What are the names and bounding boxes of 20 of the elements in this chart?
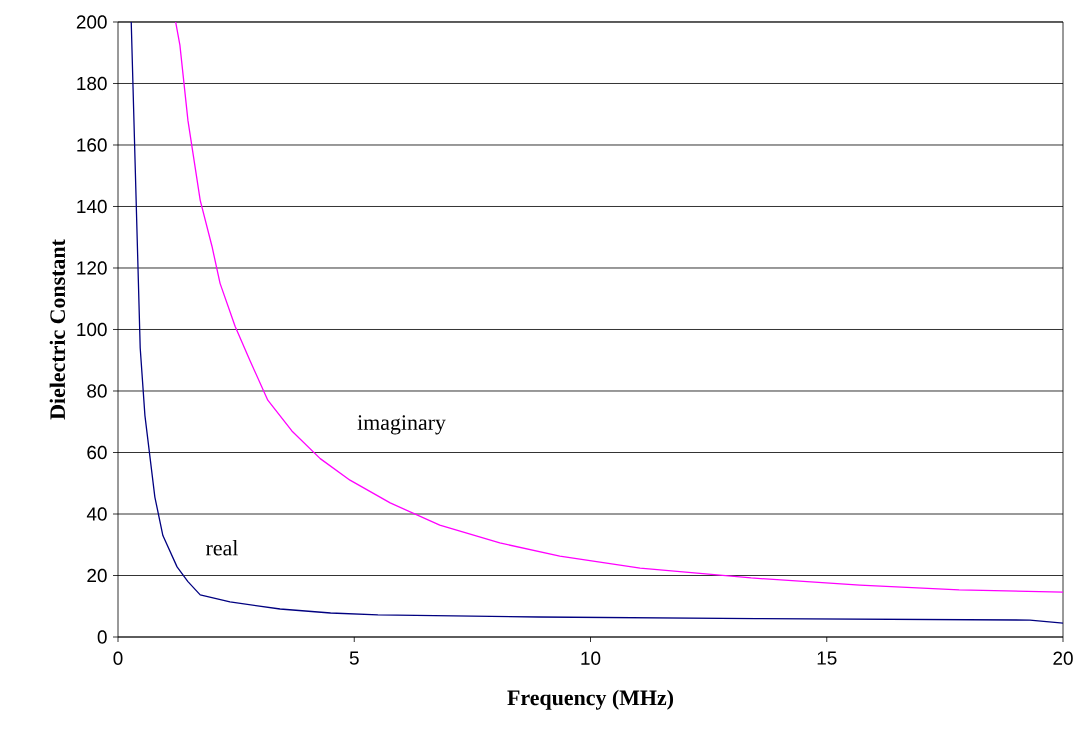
y-tick-label: 200 xyxy=(76,15,107,29)
x-tick-label: 10 xyxy=(581,651,601,665)
y-tick-label: 0 xyxy=(97,630,107,644)
annotation: real xyxy=(205,540,238,556)
y-tick-label: 120 xyxy=(77,261,107,275)
y-tick-label: 20 xyxy=(87,568,107,583)
x-tick-label: 0 xyxy=(113,651,123,665)
x-tick-label: 20 xyxy=(1053,651,1073,665)
y-tick-label: 60 xyxy=(87,445,107,460)
x-tick-label: 5 xyxy=(349,651,359,665)
y-tick-label: 40 xyxy=(86,507,107,521)
y-axis-title: Dielectric Constant xyxy=(49,239,66,420)
y-tick-label: 80 xyxy=(87,384,107,398)
y-tick-label: 160 xyxy=(77,138,107,152)
x-tick-label: 15 xyxy=(817,651,837,665)
y-tick-label: 140 xyxy=(77,199,107,214)
y-tick-label: 180 xyxy=(77,76,107,91)
annotation: imaginary xyxy=(357,415,446,435)
x-axis-title: Frequency (MHz) xyxy=(507,689,674,710)
y-tick-label: 100 xyxy=(77,322,107,337)
